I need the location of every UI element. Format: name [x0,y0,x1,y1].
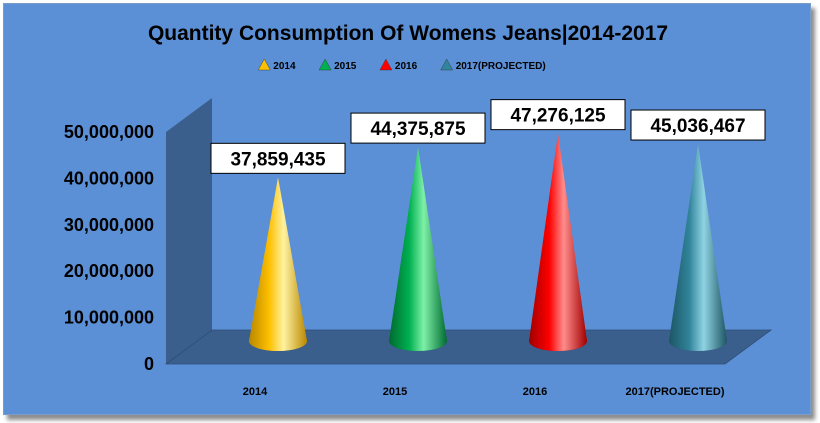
y-tick-label: 40,000,000 [64,168,154,188]
cone-body [529,133,587,351]
cone-2015 [389,147,447,351]
y-tick-label: 10,000,000 [64,308,154,328]
data-label-2017(PROJECTED): 45,036,467 [630,109,766,141]
legend-item-2015: 2015 [318,58,357,72]
data-label-text: 37,859,435 [230,149,326,170]
data-label-box [490,99,626,131]
data-label-text: 44,375,875 [370,119,466,140]
cone-body [249,177,307,351]
data-label-box [350,112,486,144]
cone-2017(PROJECTED) [669,144,727,351]
legend-swatch [257,58,271,71]
cone-2016 [529,133,587,351]
cone-series [249,133,727,351]
legend-swatch [440,58,454,71]
legend-label: 2017(PROJECTED) [456,61,546,72]
data-labels: 37,859,435 44,375,875 47,276,125 45,036,467 [210,99,766,174]
data-label-text: 47,276,125 [510,106,606,127]
y-tick-label: 0 [144,354,154,374]
chart-walls [164,98,773,365]
cone-body [389,147,447,351]
data-label-text: 45,036,467 [650,116,745,137]
legend-swatch [379,58,393,71]
x-tick-label: 2016 [523,386,547,398]
data-label-2014: 37,859,435 [210,142,346,174]
cone-body [669,144,727,351]
legend-label: 2014 [273,61,296,72]
data-label-box [210,142,346,174]
legend-label: 2016 [395,61,418,72]
y-axis: 0 10,000,000 20,000,000 30,000,000 40,000,00… [64,122,154,374]
x-tick-label: 2014 [243,386,268,398]
cone-2014 [249,177,307,351]
y-tick-label: 30,000,000 [64,215,154,235]
data-label-box [630,109,766,141]
x-tick-label: 2017(PROJECTED) [625,386,724,398]
data-label-2015: 44,375,875 [350,112,486,144]
back-wall [166,98,212,364]
chart-title: Quantity Consumption Of Womens Jeans|201… [148,22,668,45]
x-tick-label: 2015 [383,386,407,398]
floor [164,329,773,365]
legend-swatch [318,58,332,71]
y-tick-label: 50,000,000 [64,122,154,142]
legend: 2014 2015 2016 2017(PROJECTED) [257,58,546,72]
x-axis: 2014 2015 2016 2017(PROJECTED) [243,386,725,398]
data-label-2016: 47,276,125 [490,99,626,131]
legend-item-2016: 2016 [379,58,418,72]
legend-item-2017(PROJECTED): 2017(PROJECTED) [440,58,546,72]
legend-label: 2015 [334,61,357,72]
y-tick-label: 20,000,000 [64,261,154,281]
legend-item-2014: 2014 [257,58,296,72]
